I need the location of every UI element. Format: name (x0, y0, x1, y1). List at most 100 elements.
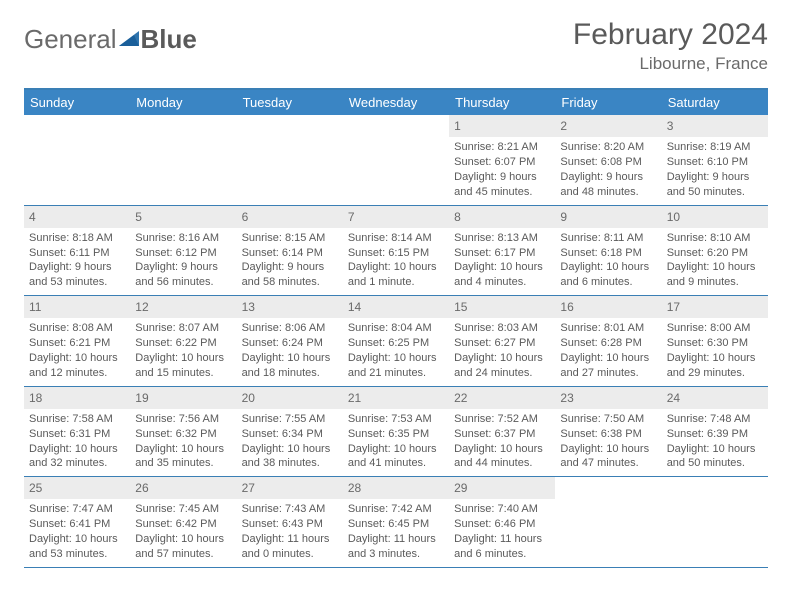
calendar-day: 20Sunrise: 7:55 AMSunset: 6:34 PMDayligh… (237, 387, 343, 477)
sunrise-line: Sunrise: 7:47 AM (29, 502, 125, 517)
sunset-line: Sunset: 6:27 PM (454, 336, 550, 351)
calendar-day: 8 Sunrise: 8:13 AMSunset: 6:17 PMDaylight… (449, 206, 555, 296)
sunrise-line: Sunrise: 8:16 AM (135, 231, 231, 246)
calendar-day-empty (662, 477, 768, 567)
sunset-line: Sunset: 6:12 PM (135, 246, 231, 261)
calendar-day: 6Sunrise: 8:15 AMSunset: 6:14 PMDaylight… (237, 206, 343, 296)
daylight-line: Daylight: 10 hours and 53 minutes. (29, 532, 125, 562)
logo-text-right: Blue (141, 24, 197, 55)
day-number: 13 (237, 296, 343, 318)
daylight-line: Daylight: 10 hours and 12 minutes. (29, 351, 125, 381)
day-details: Sunrise: 8:16 AMSunset: 6:12 PMDaylight:… (130, 231, 236, 295)
daylight-line: Daylight: 9 hours and 45 minutes. (454, 170, 550, 200)
day-number: 8 (449, 206, 555, 228)
day-number: 4 (24, 206, 130, 228)
day-details: Sunrise: 8:21 AMSunset: 6:07 PMDaylight:… (449, 140, 555, 204)
daylight-line: Daylight: 9 hours and 53 minutes. (29, 260, 125, 290)
daylight-line: Daylight: 10 hours and 6 minutes. (560, 260, 656, 290)
day-number: 26 (130, 477, 236, 499)
sunrise-line: Sunrise: 8:14 AM (348, 231, 444, 246)
day-details: Sunrise: 7:56 AMSunset: 6:32 PMDaylight:… (130, 412, 236, 476)
sunrise-line: Sunrise: 7:43 AM (242, 502, 338, 517)
day-details: Sunrise: 7:58 AMSunset: 6:31 PMDaylight:… (24, 412, 130, 476)
day-header-tue: Tuesday (237, 90, 343, 115)
day-details: Sunrise: 8:01 AMSunset: 6:28 PMDaylight:… (555, 321, 661, 385)
sunrise-line: Sunrise: 7:58 AM (29, 412, 125, 427)
calendar-week: 1Sunrise: 8:21 AMSunset: 6:07 PMDaylight… (24, 115, 768, 206)
day-details: Sunrise: 8:04 AMSunset: 6:25 PMDaylight:… (343, 321, 449, 385)
header: General Blue February 2024 Libourne, Fra… (24, 18, 768, 74)
sunrise-line: Sunrise: 8:19 AM (667, 140, 763, 155)
day-number: 29 (449, 477, 555, 499)
day-number: 28 (343, 477, 449, 499)
calendar-day: 16Sunrise: 8:01 AMSunset: 6:28 PMDayligh… (555, 296, 661, 386)
day-number: 21 (343, 387, 449, 409)
calendar-day-empty (555, 477, 661, 567)
calendar-day: 4 Sunrise: 8:18 AMSunset: 6:11 PMDaylight… (24, 206, 130, 296)
calendar-day: 24Sunrise: 7:48 AMSunset: 6:39 PMDayligh… (662, 387, 768, 477)
daylight-line: Daylight: 10 hours and 15 minutes. (135, 351, 231, 381)
calendar-day: 3Sunrise: 8:19 AMSunset: 6:10 PMDaylight… (662, 115, 768, 205)
calendar-day: 9 Sunrise: 8:11 AMSunset: 6:18 PMDaylight… (555, 206, 661, 296)
daylight-line: Daylight: 10 hours and 29 minutes. (667, 351, 763, 381)
calendar-week: 11Sunrise: 8:08 AMSunset: 6:21 PMDayligh… (24, 296, 768, 387)
day-details: Sunrise: 8:13 AMSunset: 6:17 PMDaylight:… (449, 231, 555, 295)
sunset-line: Sunset: 6:18 PM (560, 246, 656, 261)
day-details: Sunrise: 7:53 AMSunset: 6:35 PMDaylight:… (343, 412, 449, 476)
sunrise-line: Sunrise: 7:50 AM (560, 412, 656, 427)
day-headers: Sunday Monday Tuesday Wednesday Thursday… (24, 90, 768, 115)
day-number: 9 (555, 206, 661, 228)
day-header-wed: Wednesday (343, 90, 449, 115)
day-header-sat: Saturday (662, 90, 768, 115)
day-details: Sunrise: 8:11 AMSunset: 6:18 PMDaylight:… (555, 231, 661, 295)
calendar-day: 26Sunrise: 7:45 AMSunset: 6:42 PMDayligh… (130, 477, 236, 567)
calendar-day: 29Sunrise: 7:40 AMSunset: 6:46 PMDayligh… (449, 477, 555, 567)
sunset-line: Sunset: 6:07 PM (454, 155, 550, 170)
day-number: 18 (24, 387, 130, 409)
daylight-line: Daylight: 11 hours and 6 minutes. (454, 532, 550, 562)
sunrise-line: Sunrise: 7:40 AM (454, 502, 550, 517)
sunrise-line: Sunrise: 8:01 AM (560, 321, 656, 336)
calendar-week: 18Sunrise: 7:58 AMSunset: 6:31 PMDayligh… (24, 387, 768, 478)
sunrise-line: Sunrise: 7:53 AM (348, 412, 444, 427)
daylight-line: Daylight: 10 hours and 32 minutes. (29, 442, 125, 472)
sunset-line: Sunset: 6:31 PM (29, 427, 125, 442)
sunset-line: Sunset: 6:17 PM (454, 246, 550, 261)
sunrise-line: Sunrise: 7:45 AM (135, 502, 231, 517)
day-number: 10 (662, 206, 768, 228)
calendar-day: 11Sunrise: 8:08 AMSunset: 6:21 PMDayligh… (24, 296, 130, 386)
sunset-line: Sunset: 6:20 PM (667, 246, 763, 261)
daylight-line: Daylight: 10 hours and 1 minute. (348, 260, 444, 290)
day-number: 14 (343, 296, 449, 318)
day-details: Sunrise: 8:20 AMSunset: 6:08 PMDaylight:… (555, 140, 661, 204)
calendar-day: 13Sunrise: 8:06 AMSunset: 6:24 PMDayligh… (237, 296, 343, 386)
day-number: 27 (237, 477, 343, 499)
sunrise-line: Sunrise: 8:18 AM (29, 231, 125, 246)
daylight-line: Daylight: 11 hours and 0 minutes. (242, 532, 338, 562)
sunset-line: Sunset: 6:38 PM (560, 427, 656, 442)
day-number: 25 (24, 477, 130, 499)
logo-text-left: General (24, 24, 117, 55)
sunrise-line: Sunrise: 8:04 AM (348, 321, 444, 336)
sunrise-line: Sunrise: 8:13 AM (454, 231, 550, 246)
sunrise-line: Sunrise: 8:07 AM (135, 321, 231, 336)
sunrise-line: Sunrise: 7:56 AM (135, 412, 231, 427)
sunset-line: Sunset: 6:11 PM (29, 246, 125, 261)
daylight-line: Daylight: 10 hours and 18 minutes. (242, 351, 338, 381)
calendar-day: 5Sunrise: 8:16 AMSunset: 6:12 PMDaylight… (130, 206, 236, 296)
day-number: 17 (662, 296, 768, 318)
daylight-line: Daylight: 10 hours and 50 minutes. (667, 442, 763, 472)
sunset-line: Sunset: 6:41 PM (29, 517, 125, 532)
daylight-line: Daylight: 10 hours and 47 minutes. (560, 442, 656, 472)
calendar-day: 27Sunrise: 7:43 AMSunset: 6:43 PMDayligh… (237, 477, 343, 567)
day-number: 22 (449, 387, 555, 409)
day-number: 24 (662, 387, 768, 409)
sunrise-line: Sunrise: 8:15 AM (242, 231, 338, 246)
sunset-line: Sunset: 6:39 PM (667, 427, 763, 442)
calendar-day: 1Sunrise: 8:21 AMSunset: 6:07 PMDaylight… (449, 115, 555, 205)
day-details: Sunrise: 7:47 AMSunset: 6:41 PMDaylight:… (24, 502, 130, 566)
day-details: Sunrise: 8:18 AMSunset: 6:11 PMDaylight:… (24, 231, 130, 295)
calendar-day: 23Sunrise: 7:50 AMSunset: 6:38 PMDayligh… (555, 387, 661, 477)
title-block: February 2024 Libourne, France (573, 18, 768, 74)
calendar-day: 25 Sunrise: 7:47 AMSunset: 6:41 PMDayligh… (24, 477, 130, 567)
